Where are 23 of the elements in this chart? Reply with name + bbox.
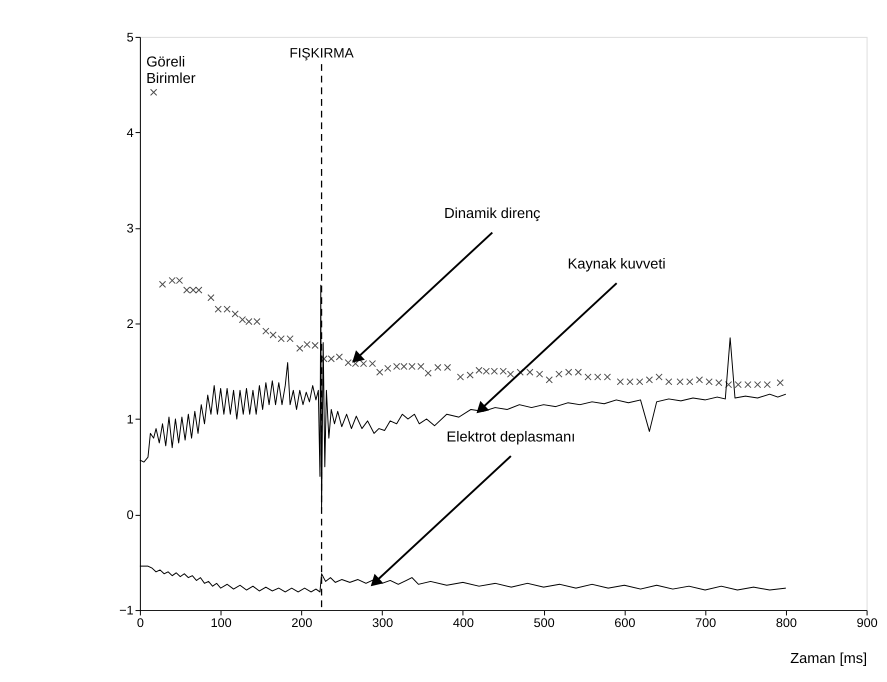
y-tick-label: 3: [126, 221, 134, 236]
x-tick-label: 300: [372, 616, 394, 630]
y-tick-label: 0: [126, 508, 134, 522]
y-tick-label: 2: [126, 316, 134, 331]
x-tick-label: 800: [776, 616, 797, 630]
x-tick-label: 100: [210, 616, 232, 630]
x-tick-label: 0: [136, 616, 144, 630]
x-tick-label: 900: [856, 616, 878, 630]
y-tick-label: 4: [126, 126, 134, 140]
ref-line-label: FIŞKIRMA: [289, 45, 355, 60]
y-tick-label: 1: [126, 412, 134, 426]
y-tick-label: 5: [126, 30, 134, 44]
x-tick-label: 600: [614, 616, 636, 630]
y-axis-title: Göreli Birimler: [146, 54, 196, 88]
annotation: Elektrot deplasmanı: [446, 430, 576, 446]
x-tick-label: 400: [452, 616, 474, 630]
y-tick-label: −1: [119, 603, 134, 618]
x-tick-label: 700: [695, 616, 716, 630]
x-axis-title: Zaman [ms]: [790, 651, 868, 668]
annotation: Kaynak kuvveti: [568, 256, 666, 273]
x-tick-label: 200: [291, 616, 312, 630]
x-tick-label: 500: [534, 616, 555, 630]
annotation: Dinamik direnç: [444, 206, 540, 222]
